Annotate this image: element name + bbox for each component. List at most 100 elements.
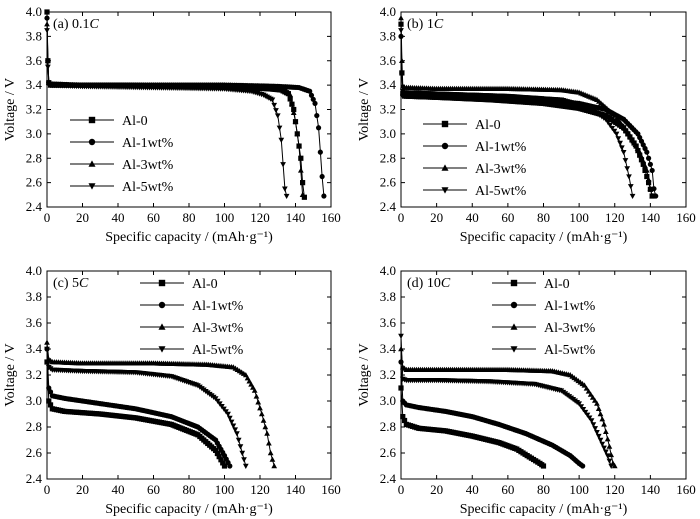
data-point [620, 149, 627, 156]
legend-label: Al-3wt% [544, 321, 596, 336]
data-point [622, 158, 629, 164]
data-point [44, 346, 50, 352]
x-tick-label: 100 [569, 482, 589, 497]
data-point [591, 397, 598, 403]
data-point [601, 445, 607, 451]
data-point [44, 9, 50, 15]
data-point [636, 149, 643, 155]
data-point [227, 463, 233, 469]
y-tick-label: 2.4 [380, 471, 397, 486]
series-al-3wt- [398, 346, 618, 469]
x-tick-label: 100 [215, 210, 235, 225]
data-point [604, 453, 611, 459]
series-al-5wt- [44, 346, 249, 469]
data-point [47, 402, 54, 408]
data-point [228, 419, 235, 425]
x-tick-label: 160 [676, 482, 696, 497]
data-point [584, 412, 591, 418]
data-point [645, 180, 652, 186]
x-tick-label: 40 [112, 482, 125, 497]
y-tick-label: 3.4 [26, 341, 43, 356]
data-point [642, 167, 648, 174]
data-point [214, 450, 220, 457]
series-al-1wt- [44, 15, 327, 199]
series-al-1wt- [398, 359, 586, 469]
data-point [398, 333, 404, 339]
data-point [599, 441, 606, 447]
data-point [45, 64, 51, 70]
y-tick-label: 3.2 [26, 102, 42, 117]
data-point [296, 143, 302, 149]
data-point [640, 161, 646, 167]
data-point [580, 407, 587, 413]
data-point [44, 28, 50, 34]
series-al-5wt- [44, 28, 290, 200]
panel-c: 0 20 40 60 80 100 120 140 160 2.4 2.6 2.8 3.0 3.2 3.4 3… [3, 263, 341, 517]
data-point [255, 399, 262, 405]
y-tick-label: 3.8 [26, 289, 42, 304]
data-point [595, 433, 602, 440]
legend-label: Al-0 [122, 114, 148, 129]
data-point [258, 411, 265, 417]
data-point [540, 463, 547, 469]
legend-label: Al-0 [192, 277, 218, 292]
panel-title: (c) 5C [53, 276, 89, 291]
y-tick-label: 2.4 [26, 199, 43, 214]
data-point [645, 176, 652, 182]
data-point [611, 128, 618, 134]
x-tick-label: 160 [321, 482, 341, 497]
x-tick-label: 0 [44, 482, 51, 497]
data-point [627, 184, 634, 190]
data-point [289, 100, 295, 107]
series-al-5wt- [398, 333, 615, 469]
data-point [319, 173, 325, 180]
y-tick-label: 4.0 [26, 263, 42, 278]
x-tick-label: 60 [501, 210, 514, 225]
data-point [588, 418, 595, 424]
x-tick-label: 60 [147, 210, 160, 225]
data-point [283, 193, 290, 200]
data-point [649, 193, 656, 199]
data-point [590, 422, 597, 428]
panel-rate-unit: C [441, 276, 451, 291]
x-tick-label: 0 [398, 210, 405, 225]
series-line [46, 24, 304, 195]
series-al-0 [44, 359, 228, 469]
y-tick-label: 3.4 [26, 77, 43, 92]
legend-label: Al-1wt% [544, 299, 596, 314]
x-tick-label: 0 [44, 210, 51, 225]
panel-label-text: (b) 1 [407, 17, 434, 32]
data-point [297, 167, 304, 173]
legend-marker [441, 164, 449, 171]
panel-rate-unit: C [90, 17, 100, 32]
data-point [617, 140, 623, 147]
panel-title: (d) 10C [407, 276, 451, 291]
data-point [645, 155, 652, 161]
legend-marker [441, 142, 449, 150]
legend-marker [510, 346, 518, 353]
x-tick-label: 160 [321, 210, 341, 225]
y-tick-label: 2.8 [26, 150, 42, 165]
panel-b: 0 20 40 60 80 100 120 140 160 2.4 2.6 2.8 3.0 3.2 3.4 3… [357, 4, 696, 245]
x-tick-label: 20 [76, 482, 89, 497]
y-tick-label: 3.2 [380, 102, 396, 117]
data-point [578, 404, 585, 410]
data-point [294, 130, 301, 137]
data-point [257, 405, 263, 411]
data-point [260, 417, 267, 423]
data-point [607, 122, 613, 129]
data-point [308, 92, 315, 98]
data-point [637, 152, 643, 158]
x-tick-label: 140 [286, 482, 306, 497]
data-point [626, 130, 632, 137]
x-tick-label: 0 [398, 482, 405, 497]
legend-label: Al-1wt% [192, 299, 244, 314]
data-point [276, 125, 283, 131]
data-point [44, 15, 50, 21]
data-point [317, 149, 323, 155]
legend-marker [88, 160, 96, 167]
data-point [315, 125, 322, 131]
y-tick-label: 3.8 [380, 28, 396, 43]
data-point [629, 137, 635, 143]
series-al-3wt- [44, 339, 278, 469]
